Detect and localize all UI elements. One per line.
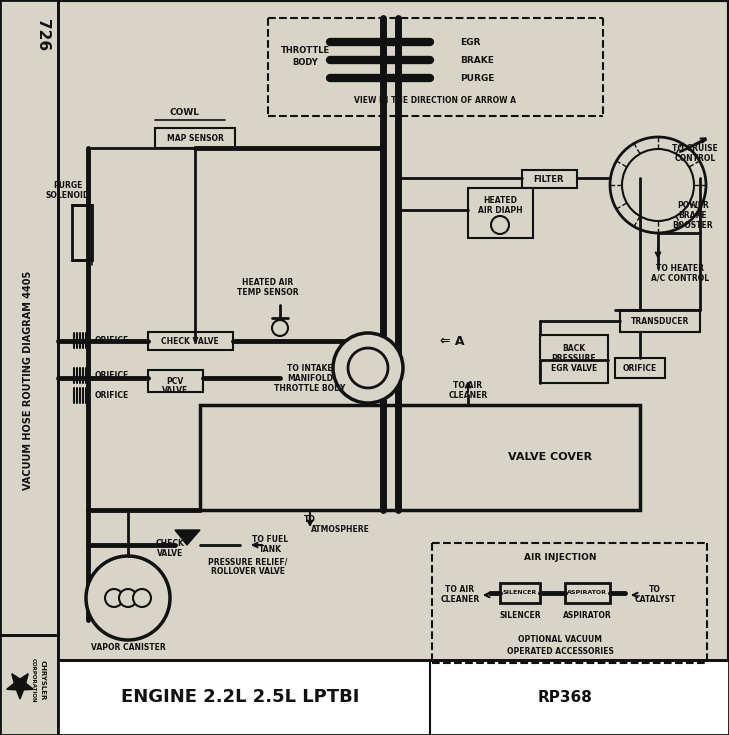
Bar <box>148 370 203 392</box>
Text: CLEANER: CLEANER <box>440 595 480 604</box>
Text: VIEW IN THE DIRECTION OF ARROW A: VIEW IN THE DIRECTION OF ARROW A <box>354 96 516 104</box>
Bar <box>58 660 729 735</box>
Text: ATMOSPHERE: ATMOSPHERE <box>311 526 370 534</box>
Text: TO CRUISE: TO CRUISE <box>672 143 718 152</box>
Text: POWER: POWER <box>677 201 709 209</box>
Text: OPERATED ACCESSORIES: OPERATED ACCESSORIES <box>507 647 613 656</box>
Text: ENGINE 2.2L 2.5L LPTBI: ENGINE 2.2L 2.5L LPTBI <box>121 688 359 706</box>
Text: VACUUM HOSE ROUTING DIAGRAM 4405: VACUUM HOSE ROUTING DIAGRAM 4405 <box>23 270 33 490</box>
Text: EGR: EGR <box>460 37 480 46</box>
Text: AIR INJECTION: AIR INJECTION <box>523 553 596 562</box>
Text: TEMP SENSOR: TEMP SENSOR <box>237 287 299 296</box>
Bar <box>148 332 233 350</box>
Text: RP368: RP368 <box>537 689 593 705</box>
Bar <box>72 205 92 260</box>
Text: TANK: TANK <box>259 545 281 554</box>
Text: TO FUEL: TO FUEL <box>252 536 288 545</box>
Circle shape <box>622 149 694 221</box>
Bar <box>565 583 610 603</box>
Text: EGR VALVE: EGR VALVE <box>551 364 597 373</box>
Text: THROTTLE: THROTTLE <box>281 46 330 54</box>
Polygon shape <box>7 674 34 699</box>
Text: ROLLOVER VALVE: ROLLOVER VALVE <box>211 567 285 576</box>
Text: VALVE: VALVE <box>162 385 188 395</box>
Text: ORIFICE: ORIFICE <box>95 370 129 379</box>
Text: CHECK VALVE: CHECK VALVE <box>161 337 219 345</box>
Circle shape <box>119 589 137 607</box>
Text: SILENCER: SILENCER <box>499 611 541 620</box>
Text: BRAKE: BRAKE <box>679 210 707 220</box>
Bar <box>0 635 58 735</box>
Circle shape <box>333 333 403 403</box>
Bar <box>200 405 640 510</box>
Text: HEATED: HEATED <box>483 196 517 204</box>
Text: TO HEATER: TO HEATER <box>656 264 704 273</box>
Text: PCV: PCV <box>166 376 184 385</box>
Circle shape <box>133 589 151 607</box>
Text: CHECK: CHECK <box>155 539 184 548</box>
Circle shape <box>272 320 288 336</box>
Bar <box>468 188 533 238</box>
Text: TRANSDUCER: TRANSDUCER <box>631 317 689 326</box>
Text: AIR DIAPH: AIR DIAPH <box>477 206 522 215</box>
Circle shape <box>105 589 123 607</box>
Text: HEATED AIR: HEATED AIR <box>242 278 294 287</box>
Text: TO AIR: TO AIR <box>453 381 483 390</box>
Text: BOOSTER: BOOSTER <box>673 220 713 229</box>
Text: OPTIONAL VACUUM: OPTIONAL VACUUM <box>518 636 602 645</box>
Text: ORIFICE: ORIFICE <box>623 364 657 373</box>
Text: CORPORATION: CORPORATION <box>31 658 36 703</box>
Text: SOLENOID: SOLENOID <box>46 190 90 199</box>
Circle shape <box>86 556 170 640</box>
Circle shape <box>491 216 509 234</box>
Text: CHRYSLER: CHRYSLER <box>40 660 46 700</box>
Bar <box>615 358 665 378</box>
Text: BACK: BACK <box>563 343 585 353</box>
Text: THROTTLE BODY: THROTTLE BODY <box>274 384 346 392</box>
Text: MAP SENSOR: MAP SENSOR <box>166 134 223 143</box>
Text: VAPOR CANISTER: VAPOR CANISTER <box>90 644 165 653</box>
Text: TO: TO <box>649 586 661 595</box>
Text: VALVE COVER: VALVE COVER <box>508 452 592 462</box>
Text: TO INTAKE: TO INTAKE <box>287 364 333 373</box>
Polygon shape <box>175 530 200 545</box>
Bar <box>155 128 235 148</box>
Text: FILTER: FILTER <box>534 174 564 184</box>
Text: ASPIRATOR: ASPIRATOR <box>563 611 612 620</box>
Text: CLEANER: CLEANER <box>448 390 488 400</box>
Circle shape <box>348 348 388 388</box>
Text: ⇐ A: ⇐ A <box>440 334 464 348</box>
Text: ORIFICE: ORIFICE <box>95 335 129 345</box>
Text: TO: TO <box>304 515 316 525</box>
Text: MANIFOLD: MANIFOLD <box>287 373 333 382</box>
Text: PRESSURE RELIEF/: PRESSURE RELIEF/ <box>208 558 288 567</box>
Text: CONTROL: CONTROL <box>674 154 716 162</box>
Bar <box>500 583 540 603</box>
Text: ORIFICE: ORIFICE <box>95 390 129 400</box>
Text: SILENCER: SILENCER <box>503 590 537 595</box>
Circle shape <box>610 137 706 233</box>
Bar <box>522 170 577 188</box>
Text: BRAKE: BRAKE <box>460 56 494 65</box>
Text: CATALYST: CATALYST <box>634 595 676 604</box>
Text: PURGE: PURGE <box>53 181 82 190</box>
Text: A/C CONTROL: A/C CONTROL <box>651 273 709 282</box>
Text: PURGE: PURGE <box>460 74 494 82</box>
Bar <box>620 310 700 332</box>
Text: TO AIR: TO AIR <box>445 586 475 595</box>
Bar <box>540 335 608 383</box>
Text: BODY: BODY <box>292 57 318 66</box>
Text: PRESSURE: PRESSURE <box>552 354 596 362</box>
Text: ASPIRATOR: ASPIRATOR <box>567 590 607 595</box>
Text: 726: 726 <box>36 19 50 51</box>
Text: COWL: COWL <box>170 107 200 117</box>
Bar <box>0 0 58 735</box>
Text: VALVE: VALVE <box>157 548 183 558</box>
